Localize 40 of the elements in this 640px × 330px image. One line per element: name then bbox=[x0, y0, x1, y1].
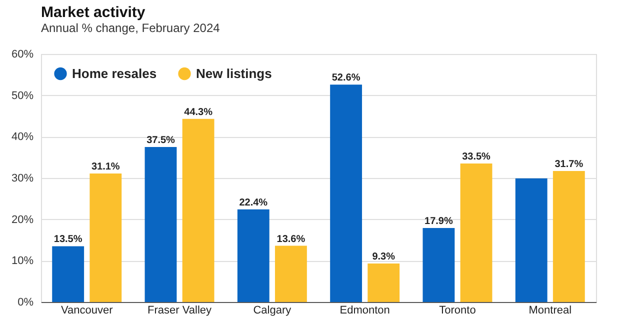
y-tick-label: 40% bbox=[11, 131, 34, 144]
chart-subtitle: Annual % change, February 2024 bbox=[41, 21, 220, 35]
y-tick-label: 20% bbox=[11, 214, 34, 226]
bar bbox=[552, 170, 585, 302]
data-label: 17.9% bbox=[424, 216, 453, 228]
x-tick-label: Calgary bbox=[253, 304, 292, 316]
bar bbox=[422, 228, 455, 302]
x-tick-label: Edmonton bbox=[340, 304, 390, 316]
data-label: 31.7% bbox=[554, 158, 584, 170]
bar bbox=[460, 164, 492, 302]
y-tick-label: 10% bbox=[11, 255, 34, 268]
legend-label: Home resales bbox=[72, 66, 157, 81]
y-tick-label: 30% bbox=[11, 172, 34, 184]
data-label: 31.1% bbox=[91, 161, 120, 172]
x-tick-label: Montreal bbox=[528, 304, 572, 316]
legend-label: New listings bbox=[196, 66, 272, 81]
data-label: 44.3% bbox=[184, 106, 213, 118]
y-tick-label: 50% bbox=[11, 90, 34, 102]
data-label: 22.4% bbox=[239, 197, 268, 208]
y-tick-label: 60% bbox=[11, 48, 34, 60]
bar bbox=[144, 147, 177, 302]
bar bbox=[330, 84, 362, 302]
data-label: 9.3% bbox=[372, 252, 396, 263]
x-tick-label: Vancouver bbox=[60, 304, 114, 316]
bar bbox=[515, 178, 548, 302]
data-label: 13.6% bbox=[276, 234, 306, 245]
y-tick-label: 0% bbox=[18, 296, 34, 308]
chart-title: Market activity bbox=[41, 4, 146, 21]
data-label: 52.6% bbox=[332, 72, 360, 84]
x-tick-label: Fraser Valley bbox=[148, 304, 212, 316]
bar bbox=[274, 246, 307, 302]
bar bbox=[90, 173, 122, 302]
x-tick-label: Toronto bbox=[439, 304, 476, 316]
data-label: 37.5% bbox=[146, 135, 176, 146]
bar bbox=[368, 264, 400, 302]
data-label: 13.5% bbox=[54, 234, 82, 246]
data-label: 33.5% bbox=[462, 152, 491, 163]
bar bbox=[182, 118, 214, 302]
bar bbox=[237, 209, 270, 302]
bar bbox=[52, 246, 84, 302]
